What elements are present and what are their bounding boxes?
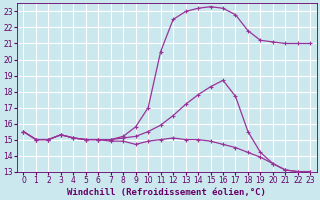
X-axis label: Windchill (Refroidissement éolien,°C): Windchill (Refroidissement éolien,°C) <box>68 188 266 197</box>
